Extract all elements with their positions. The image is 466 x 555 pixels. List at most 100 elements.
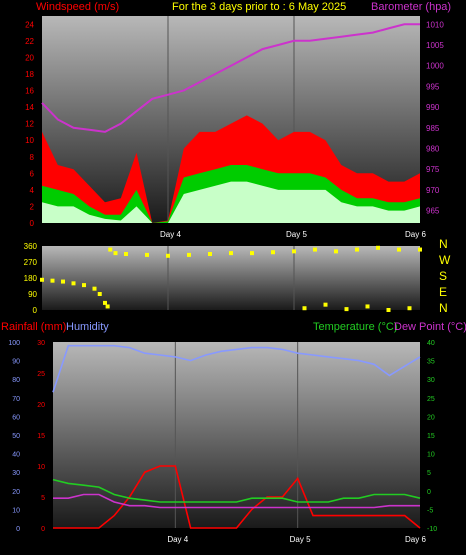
barometer-tick: 1000 [426,62,444,71]
direction-point [208,252,212,256]
temperature-tick: -10 [427,526,437,533]
direction-point [407,306,412,311]
barometer-axis-label: Barometer (hpa) [371,1,451,13]
day-label: Day 6 [405,230,426,239]
rainfall-series-line [53,465,421,529]
humidity-tick: 100 [8,340,20,347]
direction-point [92,286,97,291]
direction-point [61,279,65,284]
humidity-tick: 90 [12,359,20,366]
temperature-tick: 35 [427,359,435,366]
direction-point [229,251,233,256]
humidity-tick: 60 [12,414,20,421]
low-series-area [42,181,420,223]
rain-temp-lines [52,344,421,529]
windspeed-tick: 18 [25,70,34,79]
humidity-tick: 30 [12,470,20,477]
direction-point [71,281,76,286]
humidity-tick: 0 [16,526,20,533]
direction-point [124,252,128,256]
windspeed-tick: 16 [25,87,34,96]
direction-point [187,252,191,257]
direction-point [166,253,170,258]
humidity-tick: 10 [12,507,20,514]
panel1-day-labels: Day 4 Day 5 Day 6 [160,230,426,239]
direction-point [271,250,275,255]
direction-tick: 270 [24,258,38,267]
direction-point [397,247,401,252]
panel3-background [53,342,420,528]
temperature-tick: 30 [427,377,435,384]
windspeed-tick: 10 [25,136,34,145]
barometer-ticks: 1010 1005 1000 995 990 985 980 975 970 965 [426,20,444,215]
temperature-tick: 10 [427,452,435,459]
barometer-tick: 965 [426,207,440,216]
direction-point [250,251,254,256]
direction-tick: 180 [24,274,38,283]
compass-letter: N [439,237,448,251]
barometer-tick: 995 [426,82,440,91]
windspeed-tick: 24 [25,20,34,29]
direction-tick: 360 [24,242,38,251]
rainfall-tick: 5 [41,495,45,502]
direction-point [40,277,44,282]
temperature-tick: 25 [427,396,435,403]
compass-letter: S [439,269,447,283]
direction-point [365,304,370,309]
direction-point [344,307,349,312]
direction-point [302,306,307,311]
direction-point [334,249,338,254]
barometer-tick: 1005 [426,41,444,50]
direction-point [418,247,422,252]
windspeed-axis-label: Windspeed (m/s) [36,1,119,13]
humidity-tick: 70 [12,396,20,403]
barometer-tick: 970 [426,186,440,195]
direction-point [292,249,296,254]
temperature-ticks: 40 35 30 25 20 15 10 5 0 -5 -10 [427,340,437,533]
low-wind-area [42,181,420,223]
direction-point [82,283,86,288]
rainfall-tick: 10 [37,464,45,471]
humidity-tick: 40 [12,452,20,459]
rainfall-tick: 0 [41,526,45,533]
direction-point [113,251,118,256]
panel3-day-labels: Day 4 Day 5 Day 6 [167,535,426,544]
direction-tick: 0 [33,306,38,315]
barometer-tick: 975 [426,165,440,174]
rainfall-tick: 20 [37,402,45,409]
day-label: Day 4 [160,230,181,239]
barometer-tick: 1010 [426,20,444,29]
dewpoint-axis-label: Dew Point (°C) [394,321,466,333]
windspeed-tick: 0 [30,219,35,228]
chart-title: For the 3 days prior to : 6 May 2025 [172,1,346,13]
windspeed-tick: 6 [30,169,35,178]
day-label: Day 5 [290,535,311,544]
direction-point [105,304,110,309]
barometer-tick: 985 [426,124,440,133]
rainfall-tick: 25 [37,371,45,378]
temperature-tick: 40 [427,340,435,347]
rainfall-ticks: 30 25 20 15 10 5 0 [37,340,45,533]
rainfall-axis-label: Rainfall (mm) [1,321,66,333]
direction-ticks: 360 270 180 90 0 [24,242,38,315]
direction-point [108,247,113,252]
temperature-axis-label: Temperature (°C) [313,321,397,333]
windspeed-tick: 8 [30,153,35,162]
direction-point [103,300,107,305]
day-label: Day 6 [405,535,426,544]
panel2-background [42,246,420,310]
temperature-tick: 15 [427,433,435,440]
panel3-grid [174,342,299,528]
windspeed-tick: 4 [30,186,35,195]
dewpoint-series-line [53,493,420,509]
barometer-tick: 980 [426,144,440,153]
windspeed-tick: 14 [25,103,34,112]
humidity-tick: 50 [12,433,20,440]
temperature-tick: 5 [427,470,431,477]
windspeed-tick: 2 [30,202,35,211]
day-label: Day 5 [286,230,307,239]
